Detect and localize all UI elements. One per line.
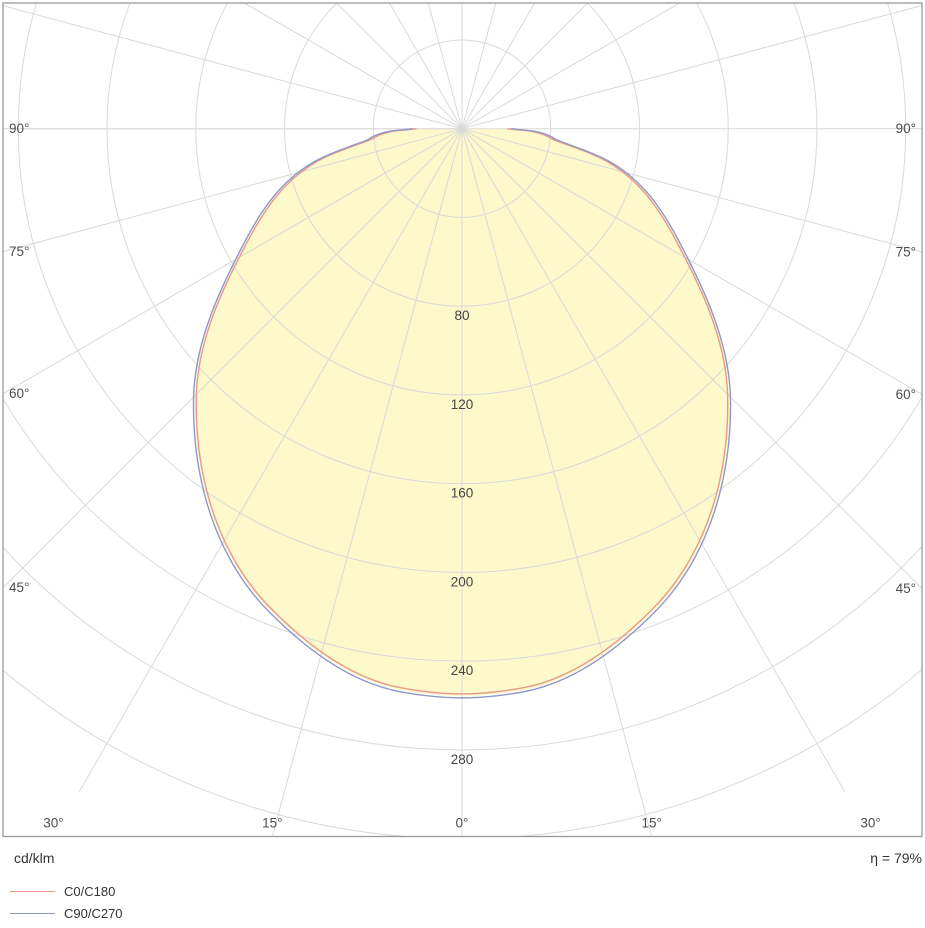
svg-text:160: 160 [451,486,474,501]
svg-text:200: 200 [451,574,474,589]
svg-text:0°: 0° [456,816,469,831]
svg-text:90°: 90° [9,121,29,136]
svg-text:15°: 15° [641,816,661,831]
svg-text:15°: 15° [262,816,282,831]
svg-text:80: 80 [454,308,469,323]
svg-text:30°: 30° [43,816,63,831]
svg-text:45°: 45° [896,581,916,596]
svg-text:60°: 60° [9,386,29,401]
svg-text:120: 120 [451,397,474,412]
svg-text:30°: 30° [860,816,880,831]
svg-text:280: 280 [451,752,474,767]
svg-text:240: 240 [451,663,474,678]
svg-text:75°: 75° [9,244,29,259]
svg-text:90°: 90° [896,121,916,136]
svg-text:60°: 60° [896,387,916,402]
svg-text:75°: 75° [896,245,916,260]
svg-text:45°: 45° [9,580,29,595]
